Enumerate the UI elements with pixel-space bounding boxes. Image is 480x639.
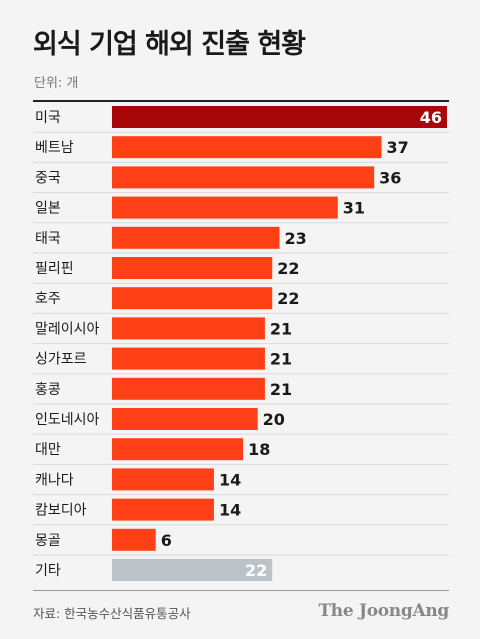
bar (112, 257, 273, 279)
value-label: 31 (343, 199, 365, 218)
bottom-rule (33, 590, 449, 591)
category-label: 기타 (35, 563, 61, 579)
bar (112, 317, 265, 340)
category-label: 태국 (35, 231, 61, 247)
value-label: 46 (420, 108, 442, 127)
category-label: 홍콩 (35, 382, 61, 398)
bar (112, 106, 447, 128)
bar (112, 498, 214, 521)
chart-title: 외식 기업 해외 진출 현황 (33, 29, 306, 60)
top-rule (33, 100, 449, 102)
category-label: 필리핀 (35, 261, 74, 277)
bar-chart: 미국 46 베트남 37 중국 36 일본 31 태국 23 필리핀 22 호주 22 말레이시아 21 싱가포… (33, 106, 449, 581)
bar (112, 559, 273, 581)
bar (112, 196, 338, 219)
category-label: 호주 (35, 291, 61, 307)
category-label: 중국 (35, 170, 61, 186)
value-label: 22 (277, 259, 299, 278)
category-label: 캄보디아 (35, 503, 87, 519)
bar (112, 347, 265, 370)
bar (112, 287, 273, 310)
category-label: 몽골 (35, 533, 61, 549)
category-label: 캐나다 (35, 472, 74, 488)
bar (112, 377, 265, 400)
value-label: 22 (277, 289, 299, 308)
bar (112, 468, 214, 491)
category-label: 말레이시아 (35, 321, 100, 337)
bar (112, 528, 156, 551)
value-label: 14 (219, 470, 241, 489)
bar (112, 166, 375, 189)
value-label: 21 (270, 380, 292, 399)
source-note: 자료: 한국농수산식품유통공사 (33, 606, 191, 621)
value-label: 37 (386, 138, 408, 157)
brand-logo: The JoongAng (318, 601, 449, 621)
category-label: 인도네시아 (35, 412, 100, 428)
value-label: 6 (161, 531, 172, 550)
category-label: 미국 (35, 110, 61, 126)
value-label: 21 (270, 319, 292, 338)
category-label: 베트남 (35, 140, 74, 156)
category-label: 일본 (35, 201, 61, 217)
value-label: 22 (245, 561, 267, 580)
unit-label: 단위: 개 (34, 76, 79, 91)
bar (112, 136, 382, 159)
category-label: 대만 (35, 442, 61, 458)
category-label: 싱가포르 (35, 352, 87, 368)
value-label: 20 (263, 410, 285, 429)
value-label: 36 (379, 168, 401, 187)
bar (112, 226, 280, 249)
value-label: 18 (248, 440, 270, 459)
bar (112, 438, 244, 461)
value-label: 21 (270, 350, 292, 369)
bar (112, 408, 258, 430)
value-label: 23 (285, 229, 307, 248)
value-label: 14 (219, 501, 241, 520)
